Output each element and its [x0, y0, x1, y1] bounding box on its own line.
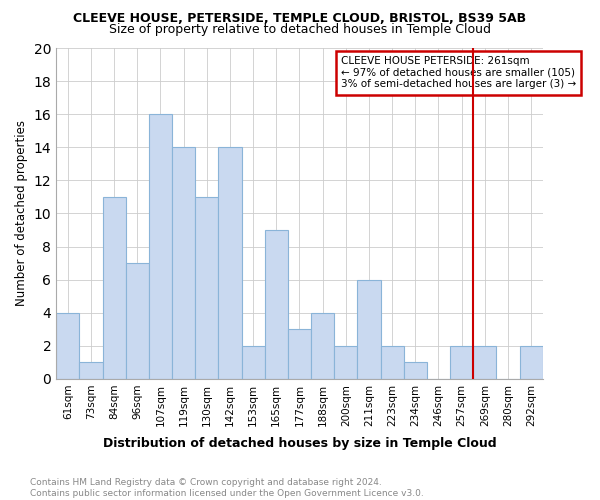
Text: CLEEVE HOUSE PETERSIDE: 261sqm
← 97% of detached houses are smaller (105)
3% of : CLEEVE HOUSE PETERSIDE: 261sqm ← 97% of …	[341, 56, 576, 90]
Bar	[56, 312, 79, 379]
Bar	[125, 263, 149, 379]
Bar	[358, 280, 380, 379]
Text: Contains HM Land Registry data © Crown copyright and database right 2024.
Contai: Contains HM Land Registry data © Crown c…	[30, 478, 424, 498]
Text: Size of property relative to detached houses in Temple Cloud: Size of property relative to detached ho…	[109, 22, 491, 36]
Bar	[79, 362, 103, 379]
Bar	[473, 346, 496, 379]
Bar	[288, 330, 311, 379]
Bar	[265, 230, 288, 379]
Bar	[218, 148, 242, 379]
Bar	[450, 346, 473, 379]
Bar	[103, 197, 125, 379]
Bar	[195, 197, 218, 379]
Bar	[520, 346, 543, 379]
Y-axis label: Number of detached properties: Number of detached properties	[15, 120, 28, 306]
Text: CLEEVE HOUSE, PETERSIDE, TEMPLE CLOUD, BRISTOL, BS39 5AB: CLEEVE HOUSE, PETERSIDE, TEMPLE CLOUD, B…	[73, 12, 527, 26]
Bar	[172, 148, 195, 379]
Bar	[149, 114, 172, 379]
X-axis label: Distribution of detached houses by size in Temple Cloud: Distribution of detached houses by size …	[103, 437, 496, 450]
Bar	[334, 346, 358, 379]
Bar	[380, 346, 404, 379]
Bar	[242, 346, 265, 379]
Bar	[311, 312, 334, 379]
Bar	[404, 362, 427, 379]
